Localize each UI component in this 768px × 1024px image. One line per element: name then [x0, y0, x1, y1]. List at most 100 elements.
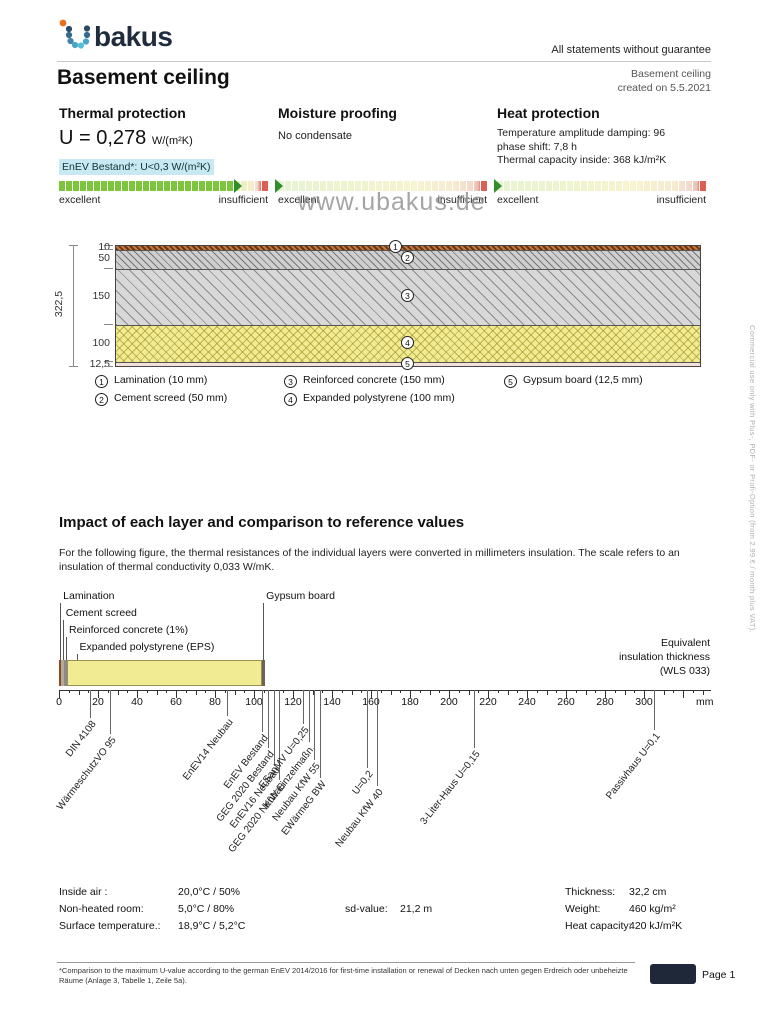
construction-legend-col3: 5 Gypsum board (12,5 mm): [504, 374, 643, 392]
ruler-tick: [595, 690, 597, 693]
axis-tick-label: 280: [596, 696, 614, 708]
logo-icon: bakus: [59, 19, 173, 52]
ruler-tick: [644, 690, 645, 698]
ruler-tick: [517, 690, 519, 693]
watermark: www.ubakus.de: [297, 188, 486, 216]
ruler-tick: [332, 690, 333, 698]
inside-air-label: Inside air :: [59, 886, 108, 898]
thermal-rating-marker-icon: [233, 179, 242, 193]
ruler-tick: [566, 690, 567, 698]
weight-label: Weight:: [565, 903, 601, 915]
legend-number-badge: 5: [504, 375, 517, 388]
ruler-tick: [98, 690, 99, 698]
thickness-label: Thickness:: [565, 886, 616, 898]
reference-line: [376, 690, 378, 786]
legend-item: 4 Expanded polystyrene (100 mm): [284, 392, 455, 410]
ruler-tick: [429, 690, 431, 695]
dimension-screed: 50: [98, 252, 110, 265]
reference-line: [653, 690, 655, 730]
dimension-tick: [104, 245, 113, 246]
heat-capacity-value: 420 kJ/m²K: [629, 920, 683, 932]
ruler-tick: [195, 690, 197, 695]
moisture-rating-track: [278, 181, 487, 191]
ruler-tick: [380, 690, 382, 693]
ruler-tick: [458, 690, 460, 693]
ruler-tick: [390, 690, 392, 695]
legend-number-badge: 3: [284, 375, 297, 388]
reference-line: [109, 690, 111, 734]
equivalent-label-line1: Equivalent: [660, 637, 710, 649]
ruler-tick: [468, 690, 470, 695]
moisture-proofing-section: Moisture proofing No condensate: [278, 105, 487, 142]
axis-tick-label: 40: [131, 696, 143, 708]
chart-layer-eps: [67, 660, 263, 686]
ruler-tick: [439, 690, 441, 693]
layer-name-label: Expanded polystyrene (EPS): [79, 641, 215, 653]
layer-leader-line: [60, 603, 62, 660]
chart-layer-lamination: [59, 660, 62, 686]
axis-tick-label: 120: [284, 696, 302, 708]
logo-text: bakus: [94, 21, 172, 52]
ruler-tick: [488, 690, 489, 698]
surface-temperature-value: 18,9°C / 5,2°C: [178, 920, 246, 932]
weight-value: 460 kg/m²: [629, 903, 676, 915]
chart-layer-screed: [61, 660, 64, 686]
heat-capacity-label: Heat capacity:: [565, 920, 632, 932]
layer-name-label: Reinforced concrete (1%): [69, 624, 189, 636]
reference-line: [320, 690, 322, 778]
reference-line: [273, 690, 275, 764]
layer-number-badge: 1: [389, 239, 402, 253]
axis-tick-label: 240: [518, 696, 536, 708]
ruler-tick: [78, 690, 80, 695]
ruler-tick: [68, 690, 70, 693]
footer-divider: [57, 962, 635, 963]
reference-label: Neubau KfW 40: [333, 787, 386, 850]
thermal-capacity-inside: Thermal capacity inside: 368 kJ/m²K: [497, 154, 667, 167]
ruler-tick: [419, 690, 421, 693]
enev-requirement-chip: EnEV Bestand*: U<0,3 W/(m²K): [59, 159, 214, 175]
impact-description: For the following figure, the thermal re…: [59, 547, 680, 574]
axis-tick-label: 300: [635, 696, 653, 708]
ruler-tick: [263, 690, 265, 693]
reference-label: Passivhaus U=0,1: [603, 731, 663, 802]
dimension-gypsum: 12,5: [89, 357, 110, 370]
legend-item: 5 Gypsum board (12,5 mm): [504, 374, 643, 392]
ruler-tick: [624, 690, 626, 695]
ruler-tick: [224, 690, 226, 693]
page-number: Page 1: [702, 969, 736, 981]
ruler-tick: [556, 690, 558, 693]
excellent-label: excellent: [278, 194, 320, 206]
legend-label: Cement screed (50 mm): [114, 392, 228, 404]
u-value-number: U = 0,278: [59, 127, 147, 149]
footnote: *Comparison to the maximum U-value accor…: [59, 966, 628, 986]
impact-chart: Lamination Cement screed Reinforced concre…: [55, 585, 719, 870]
construction-legend-col1: 1 Lamination (10 mm) 2 Cement screed (50 mm…: [95, 374, 227, 410]
ruler-tick: [605, 690, 606, 698]
non-heated-room-value: 5,0°C / 80%: [178, 903, 235, 915]
ruler-tick: [546, 690, 548, 695]
ruler-tick: [293, 690, 294, 698]
layer-number-badge: 2: [401, 251, 414, 265]
ruler-tick: [127, 690, 129, 693]
layer-number-badge: 4: [401, 335, 414, 349]
ruler-tick: [234, 690, 236, 695]
ruler-tick: [59, 690, 60, 698]
layer-name-label: Cement screed: [65, 607, 137, 619]
ruler-tick: [507, 690, 509, 695]
thickness-value: 32,2 cm: [629, 886, 667, 898]
reference-line: [226, 690, 228, 716]
ruler-tick: [371, 690, 372, 698]
ruler-tick: [146, 690, 148, 693]
legend-number-badge: 1: [95, 375, 108, 388]
u-value: U = 0,278 W/(m²K): [59, 127, 193, 150]
moisture-rating-bar: [275, 179, 487, 193]
moisture-proofing-title: Moisture proofing: [278, 105, 397, 121]
non-heated-room-label: Non-heated room:: [59, 903, 144, 915]
ruler-tick: [205, 690, 207, 693]
ruler-tick: [156, 690, 158, 695]
layer-leader-line: [62, 620, 64, 660]
excellent-label: excellent: [497, 194, 539, 206]
equivalent-label-line2: insulation thickness: [618, 651, 710, 664]
legend-number-badge: 2: [95, 393, 108, 406]
heat-rating-bar: [494, 179, 706, 193]
